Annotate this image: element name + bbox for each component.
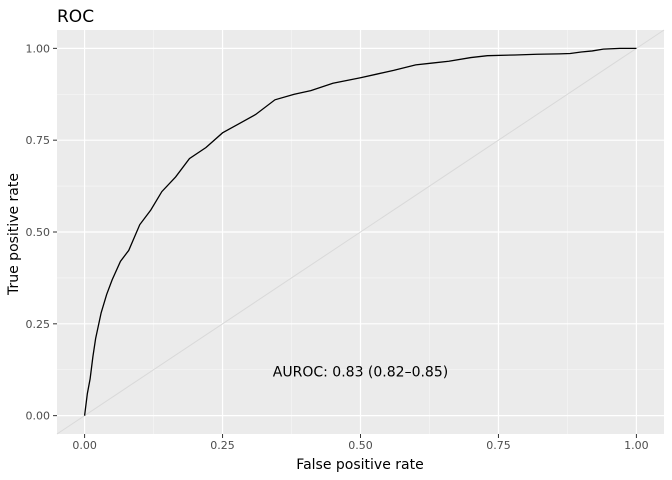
y-tick-label: 1.00 bbox=[26, 42, 51, 55]
x-tick-label: 0.50 bbox=[348, 439, 373, 452]
x-tick-label: 1.00 bbox=[624, 439, 649, 452]
x-axis-ticks: 0.00 0.25 0.50 0.75 1.00 bbox=[72, 434, 649, 452]
x-tick-label: 0.25 bbox=[210, 439, 235, 452]
roc-curve-line bbox=[83, 47, 637, 416]
reference-diagonal-line bbox=[56, 29, 665, 435]
y-tick-label: 0.75 bbox=[26, 134, 51, 147]
x-tick-label: 0.75 bbox=[486, 439, 511, 452]
y-tick-label: 0.25 bbox=[26, 318, 51, 331]
x-axis-title: False positive rate bbox=[296, 457, 423, 473]
y-axis-ticks: 0.00 0.25 0.50 0.75 1.00 bbox=[26, 42, 57, 423]
x-tick-label: 0.00 bbox=[72, 439, 97, 452]
auroc-annotation: AUROC: 0.83 (0.82–0.85) bbox=[273, 365, 448, 381]
y-axis-title: True positive rate bbox=[6, 173, 22, 296]
y-tick-label: 0.00 bbox=[26, 410, 51, 423]
chart-title: ROC bbox=[57, 7, 94, 27]
y-tick-label: 0.50 bbox=[26, 226, 51, 239]
